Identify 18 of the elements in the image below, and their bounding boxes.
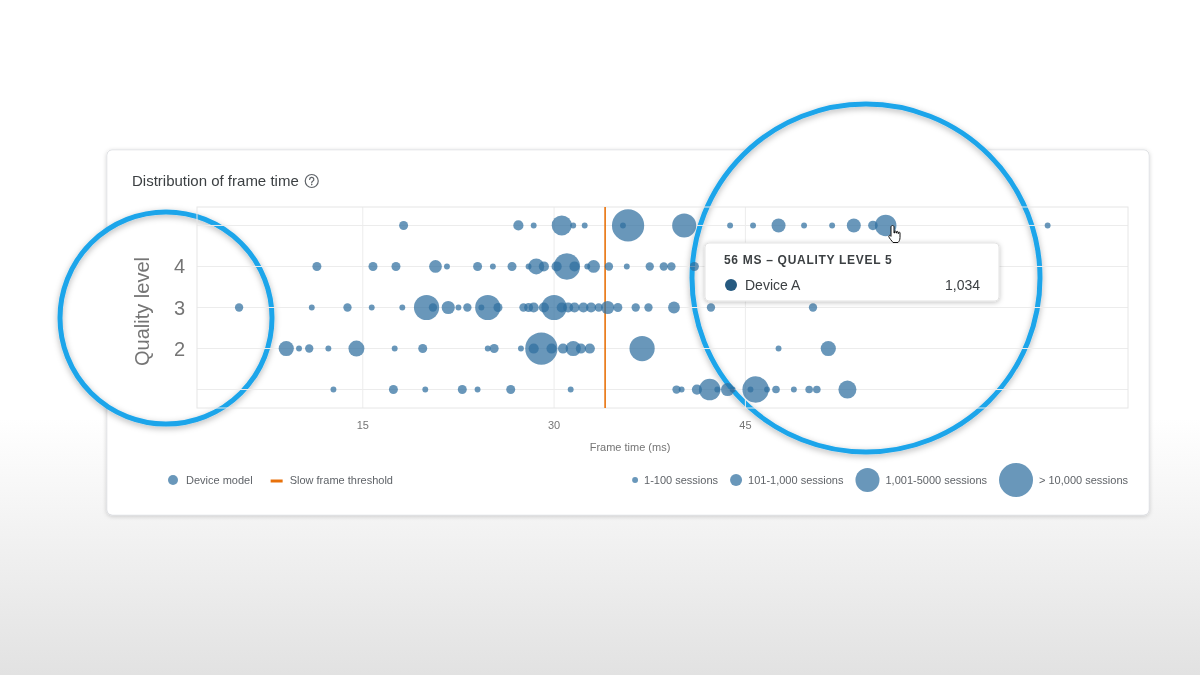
annotation: 56 MS – QUALITY LEVEL 5: [724, 253, 893, 267]
annotation: 1,034: [944, 277, 981, 293]
x-axis-title: Frame time (ms): [589, 441, 671, 453]
legend-label: 101-1,000 sessions: [748, 474, 844, 486]
x-tick-label: 15: [356, 419, 369, 431]
y-axis-title: Quality level: [131, 257, 153, 366]
y-tick-label: 3: [173, 296, 185, 319]
chart-title: Distribution of frame time: [132, 172, 299, 189]
legend-label: 1,001-5000 sessions: [885, 474, 988, 486]
y-tick-label: 4: [173, 255, 185, 278]
y-tick-label: 2: [173, 337, 185, 360]
legend-label: 1-100 sessions: [644, 474, 719, 486]
legend-label: Device model: [186, 474, 253, 486]
annotation: Device A: [745, 277, 801, 293]
x-tick-label: 45: [739, 419, 752, 431]
legend-label: > 10,000 sessions: [1039, 474, 1129, 486]
x-tick-label: 30: [547, 419, 561, 431]
legend-label: Slow frame threshold: [289, 474, 393, 486]
